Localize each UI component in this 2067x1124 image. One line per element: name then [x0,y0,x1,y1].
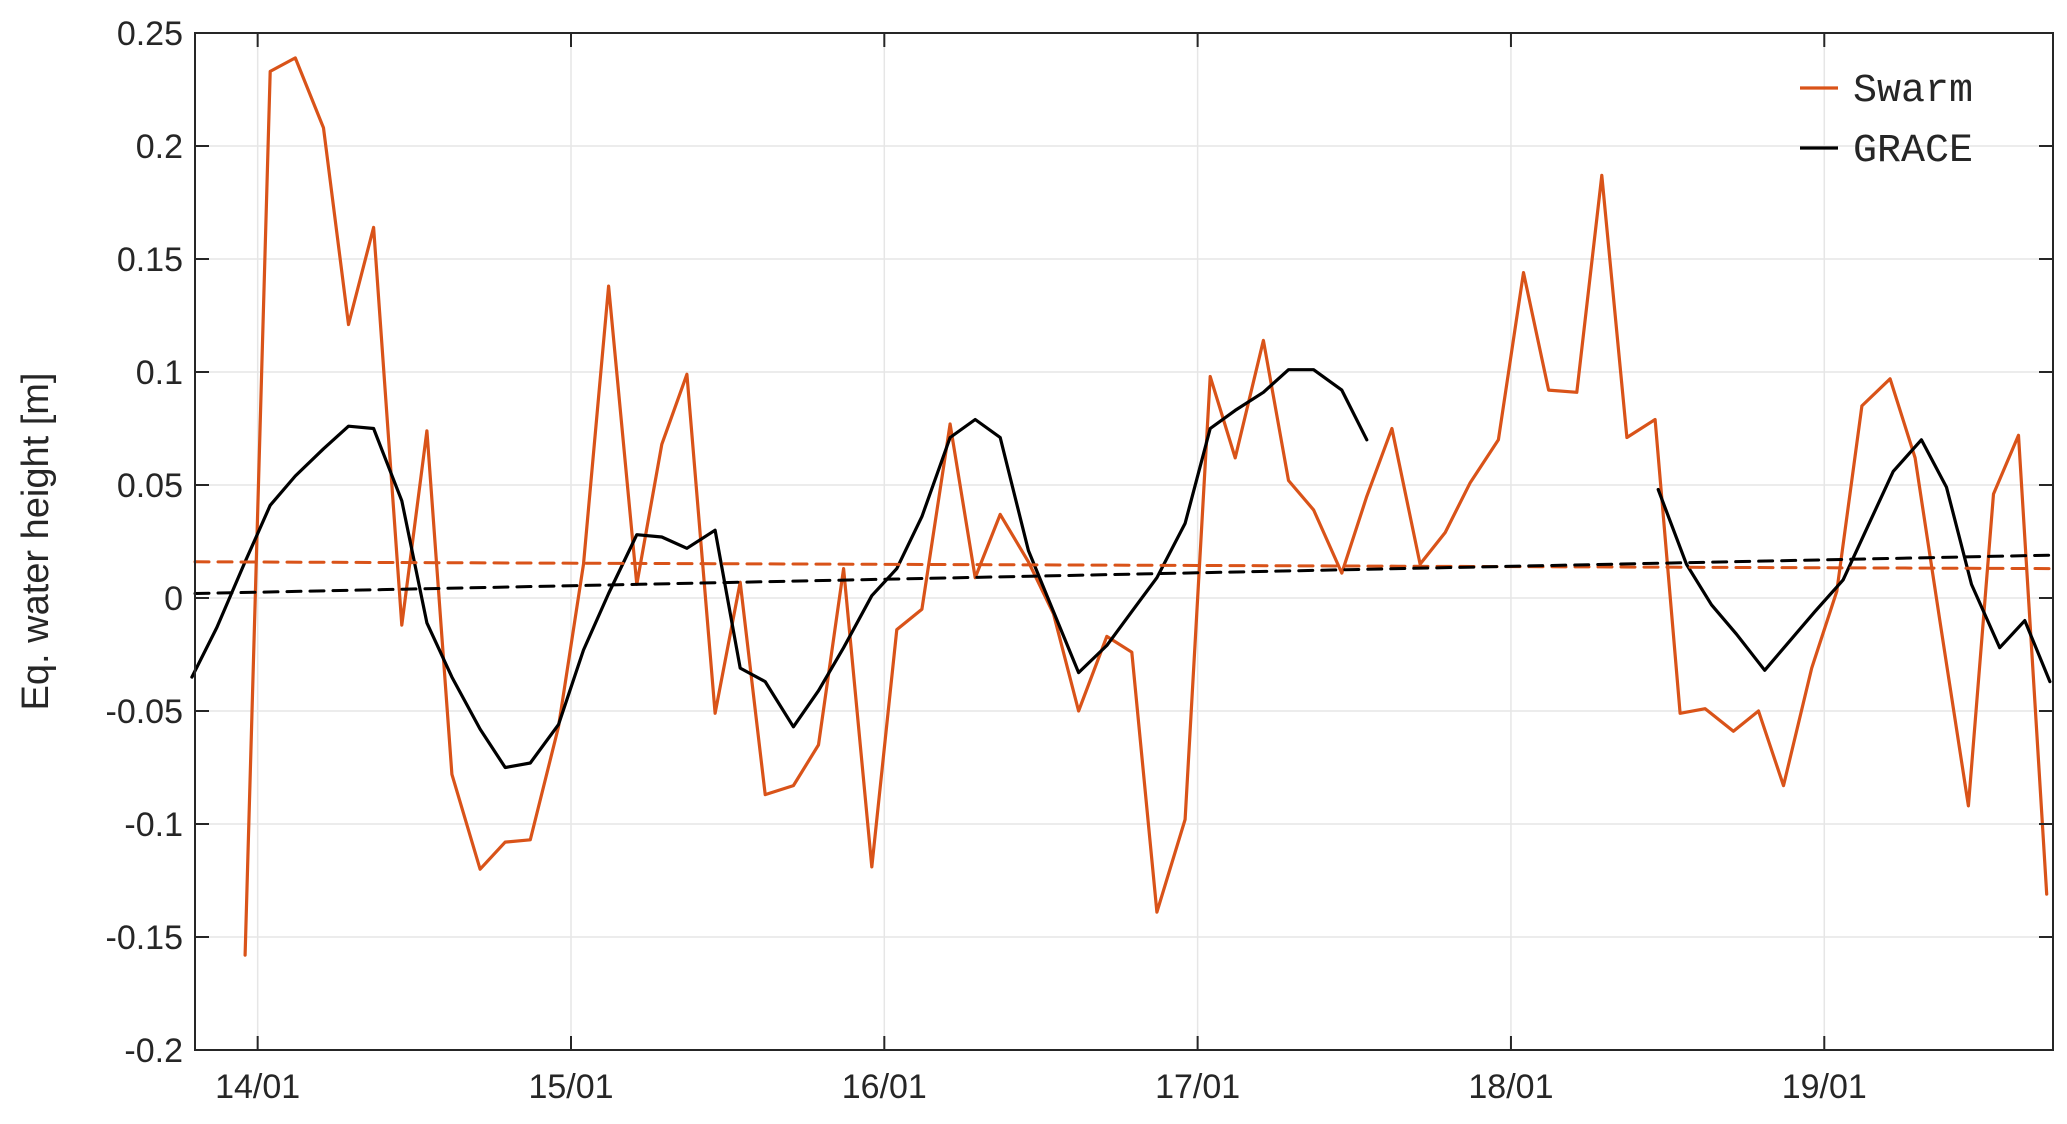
y-tick-label: -0.15 [106,919,184,957]
y-tick-label: 0.2 [136,128,183,166]
x-tick-label: 19/01 [1782,1068,1867,1106]
y-axis-label: Eq. water height [m] [15,373,57,711]
x-tick-label: 14/01 [215,1068,300,1106]
x-tick-label: 18/01 [1468,1068,1553,1106]
series-line-swarm [243,56,2049,957]
plot-frame [194,32,2054,1051]
y-tick-label: -0.05 [106,693,184,731]
series-line-grace-trend [193,553,2055,595]
series-line-grace [190,368,1369,770]
y-tick-label: 0.25 [117,15,183,53]
y-tick-label: 0 [164,580,183,618]
y-tick-label: 0.15 [117,241,183,279]
plot-series [190,56,2055,957]
legend-label-swarm: Swarm [1853,69,1973,114]
y-tick-label: -0.2 [124,1032,183,1070]
legend: Swarm GRACE [1800,69,1973,174]
grid-lines [195,32,2053,1051]
series-line-swarm-trend [193,560,2055,571]
y-tick-label: 0.05 [117,467,183,505]
x-tick-label: 15/01 [528,1068,613,1106]
tick-labels: 14/01 15/01 16/01 17/01 18/01 19/01 -0.2 -0.15 -… [106,15,1867,1106]
axes [194,32,2054,1051]
y-tick-label: 0.1 [136,354,183,392]
series-line-grace [1656,438,2052,684]
y-tick-label: -0.1 [124,806,183,844]
legend-label-grace: GRACE [1853,129,1973,174]
x-tick-label: 17/01 [1155,1068,1240,1106]
x-tick-label: 16/01 [842,1068,927,1106]
